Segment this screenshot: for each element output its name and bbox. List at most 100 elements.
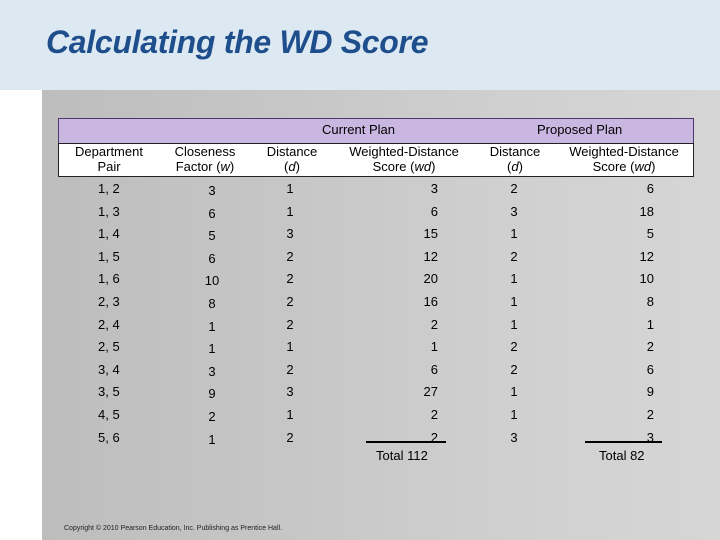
cell-wd-prop: 6 bbox=[646, 181, 654, 196]
col-header-distance-current: Distance (d) bbox=[252, 144, 332, 174]
cell-d-cur: 1 bbox=[286, 203, 294, 219]
cell-w: 2 bbox=[208, 409, 216, 424]
col-header-distance-current-line1: Distance bbox=[266, 144, 318, 159]
cell-wd-prop: 1 bbox=[646, 316, 654, 332]
col-header-wd-current: Weighted-Distance Score (wd) bbox=[338, 144, 470, 174]
cell-w: 3 bbox=[208, 183, 216, 198]
cell-pair: 2, 5 bbox=[98, 339, 120, 355]
cell-wd-cur: 16 bbox=[423, 294, 438, 309]
cell-wd-prop: 2 bbox=[646, 407, 654, 422]
col-header-pair-line2: Pair bbox=[97, 159, 121, 174]
cell-d-cur: 2 bbox=[286, 271, 294, 287]
total-rule-current bbox=[366, 441, 446, 443]
cell-wd-prop: 10 bbox=[639, 271, 654, 287]
cell-pair: 2, 3 bbox=[98, 294, 120, 309]
cell-d-cur: 1 bbox=[286, 339, 294, 355]
cell-wd-cur: 3 bbox=[430, 181, 438, 196]
cell-d-cur: 1 bbox=[286, 181, 294, 196]
cell-wd-cur: 12 bbox=[423, 248, 438, 264]
cell-wd-cur: 20 bbox=[423, 271, 438, 287]
col-header-distance-proposed-line1: Distance bbox=[489, 144, 541, 159]
cell-d-cur: 2 bbox=[286, 316, 294, 332]
cell-wd-cur: 15 bbox=[423, 226, 438, 242]
col-header-wd-current-line2: Score (wd) bbox=[372, 159, 436, 174]
cell-wd-cur: 1 bbox=[430, 339, 438, 355]
cell-d-cur: 2 bbox=[286, 361, 294, 377]
total-proposed: Total 82 bbox=[599, 448, 645, 463]
col-header-wd-proposed: Weighted-Distance Score (wd) bbox=[558, 144, 690, 174]
current-plan-label: Current Plan bbox=[322, 122, 395, 137]
cell-pair: 1, 2 bbox=[98, 181, 120, 196]
cell-d-prop: 3 bbox=[510, 203, 518, 219]
cell-w: 5 bbox=[208, 228, 216, 244]
cell-wd-cur: 27 bbox=[423, 384, 438, 400]
cell-pair: 1, 4 bbox=[98, 226, 120, 242]
cell-d-cur: 3 bbox=[286, 384, 294, 400]
cell-w: 6 bbox=[208, 205, 216, 221]
cell-wd-prop: 8 bbox=[646, 294, 654, 309]
col-header-wd-proposed-line2: Score (wd) bbox=[592, 159, 656, 174]
cell-d-prop: 2 bbox=[510, 248, 518, 264]
cell-d-cur: 1 bbox=[286, 407, 294, 422]
cell-wd-cur: 6 bbox=[430, 203, 438, 219]
total-rule-proposed bbox=[585, 441, 662, 443]
cell-w: 1 bbox=[208, 341, 216, 357]
cell-d-prop: 2 bbox=[510, 361, 518, 377]
cell-w: 10 bbox=[204, 273, 220, 289]
cell-d-prop: 2 bbox=[510, 339, 518, 355]
cell-wd-prop: 9 bbox=[646, 384, 654, 400]
cell-pair: 3, 5 bbox=[98, 384, 120, 400]
col-header-closeness: Closeness Factor (w) bbox=[160, 144, 250, 174]
col-header-distance-proposed-line2: (d) bbox=[507, 159, 523, 174]
cell-d-prop: 1 bbox=[510, 294, 518, 309]
total-current: Total 112 bbox=[376, 448, 428, 463]
cell-pair: 4, 5 bbox=[98, 407, 120, 422]
cell-pair: 2, 4 bbox=[98, 316, 120, 332]
copyright-notice: Copyright © 2010 Pearson Education, Inc.… bbox=[64, 525, 283, 532]
proposed-plan-label: Proposed Plan bbox=[537, 122, 623, 137]
cell-wd-prop: 6 bbox=[646, 361, 654, 377]
cell-d-cur: 3 bbox=[286, 226, 294, 242]
header-band bbox=[0, 0, 720, 90]
col-header-pair: Department Pair bbox=[64, 144, 154, 174]
cell-w: 6 bbox=[208, 250, 216, 266]
cell-wd-cur: 2 bbox=[430, 429, 438, 445]
cell-wd-cur: 6 bbox=[430, 361, 438, 377]
cell-wd-prop: 3 bbox=[646, 429, 654, 445]
cell-pair: 3, 4 bbox=[98, 361, 120, 377]
cell-d-prop: 2 bbox=[510, 181, 518, 196]
cell-pair: 5, 6 bbox=[98, 429, 120, 445]
cell-wd-prop: 12 bbox=[639, 248, 654, 264]
cell-d-prop: 3 bbox=[510, 429, 518, 445]
cell-wd-prop: 5 bbox=[646, 226, 654, 242]
col-header-wd-current-line1: Weighted-Distance bbox=[349, 144, 459, 159]
cell-pair: 1, 5 bbox=[98, 248, 120, 264]
cell-d-prop: 1 bbox=[510, 384, 518, 400]
cell-pair: 1, 3 bbox=[98, 203, 120, 219]
cell-w: 9 bbox=[208, 386, 216, 402]
cell-wd-cur: 2 bbox=[430, 316, 438, 332]
cell-w: 1 bbox=[208, 318, 216, 334]
col-header-distance-current-line2: (d) bbox=[284, 159, 300, 174]
cell-wd-prop: 2 bbox=[646, 339, 654, 355]
cell-w: 8 bbox=[208, 296, 216, 311]
cell-wd-cur: 2 bbox=[430, 407, 438, 422]
cell-d-cur: 2 bbox=[286, 294, 294, 309]
cell-d-prop: 1 bbox=[510, 271, 518, 287]
cell-wd-prop: 18 bbox=[639, 203, 654, 219]
slide-title: Calculating the WD Score bbox=[46, 24, 429, 60]
cell-d-prop: 1 bbox=[510, 226, 518, 242]
column-header-box bbox=[58, 143, 694, 177]
col-header-wd-proposed-line1: Weighted-Distance bbox=[569, 144, 679, 159]
cell-d-cur: 2 bbox=[286, 248, 294, 264]
cell-d-cur: 2 bbox=[286, 429, 294, 445]
cell-d-prop: 1 bbox=[510, 407, 518, 422]
cell-d-prop: 1 bbox=[510, 316, 518, 332]
col-header-distance-proposed: Distance (d) bbox=[475, 144, 555, 174]
cell-w: 3 bbox=[208, 363, 216, 379]
cell-pair: 1, 6 bbox=[98, 271, 120, 287]
col-header-closeness-line1: Closeness bbox=[174, 144, 236, 159]
col-header-closeness-line2: Factor (w) bbox=[175, 159, 235, 174]
cell-w: 1 bbox=[208, 431, 216, 447]
col-header-pair-line1: Department bbox=[75, 144, 143, 159]
